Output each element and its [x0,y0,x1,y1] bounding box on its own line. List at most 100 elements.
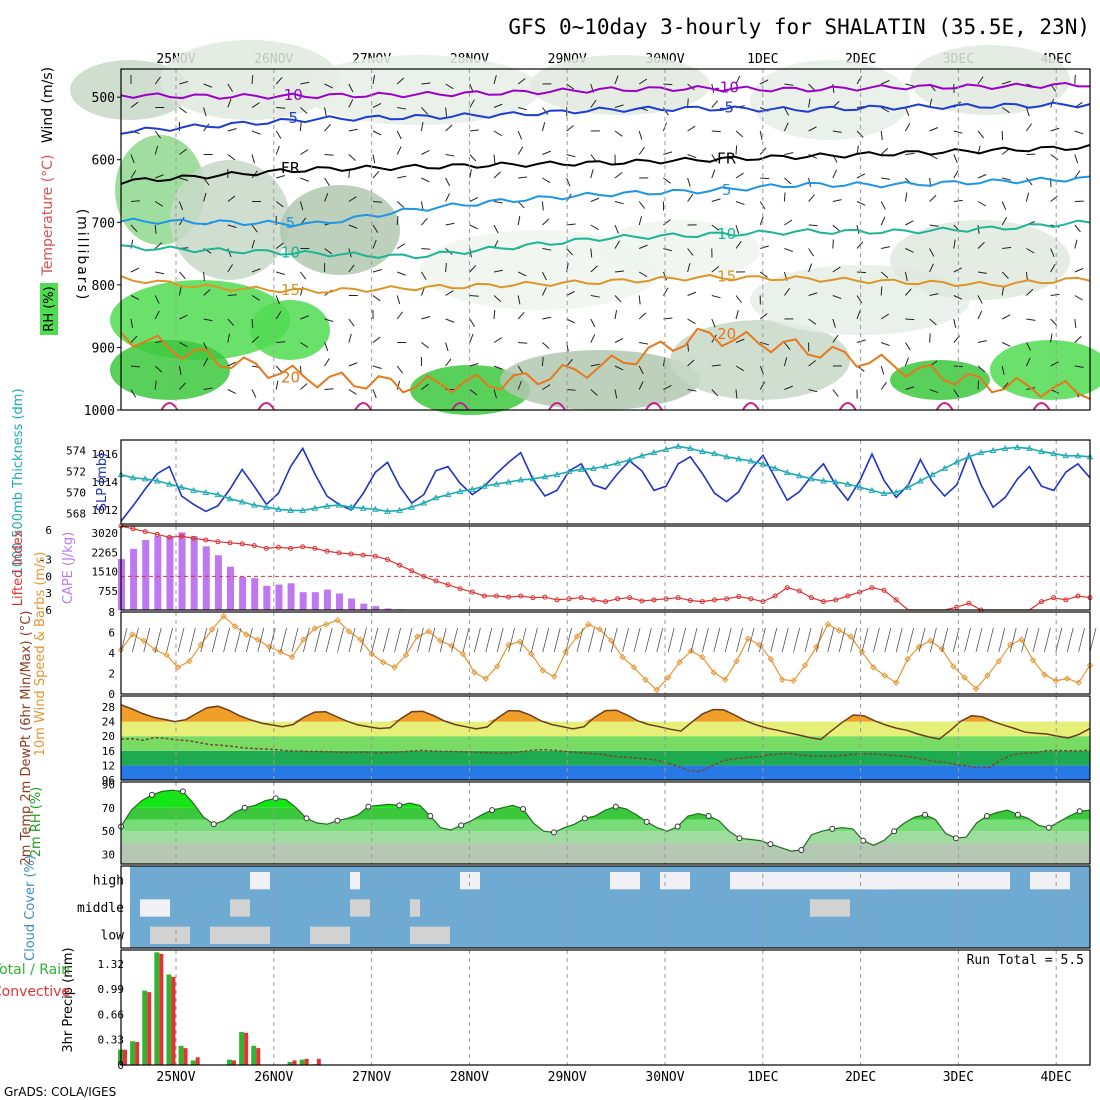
thickness-marker [396,506,403,513]
wind-barb [154,224,157,235]
wind-barb [154,380,157,390]
wind-speed-marker [585,621,592,628]
rh-marker [891,828,898,835]
li-marker [384,557,390,563]
thickness-marker [129,474,137,481]
wind-barb [1050,293,1060,296]
isotherm-label-15: 15 [281,281,300,299]
wind-barb [324,388,334,390]
wind-barb [275,311,282,320]
wind-barb [663,177,671,184]
wind-barb [1025,271,1028,281]
rh-marker [520,805,527,812]
li-marker [324,548,330,554]
wind-barb [154,76,162,85]
wind-speed-marker [277,648,284,656]
wind-barb [300,383,308,390]
isotherm-20 [120,327,1091,400]
surface-wind-barb [873,627,880,653]
wind-barb [493,130,502,137]
li-marker [736,594,742,600]
wind-barb [904,342,911,351]
wind-barb [687,389,697,392]
surface-wind-barb [189,627,196,653]
wind-barb [493,224,499,234]
wind-barb [614,270,625,273]
wind-barb [663,83,673,86]
surface-wind-barb [428,627,436,653]
wind-barb [590,197,600,202]
surface-wind-barb [975,627,983,653]
slp-tick-1016: 1016 [92,448,119,461]
wind-barb [300,342,309,348]
wind-barb [953,154,958,163]
li-marker [651,597,657,603]
wind-barb [372,365,382,369]
wind-barb [904,122,911,132]
rh-shade-5 [910,45,1070,115]
wind-barb [735,240,742,249]
wind-barb [445,318,455,323]
rh-marker [427,812,434,819]
wind-barb [493,365,503,370]
thickness-marker [190,486,198,493]
wind-barb [154,242,163,249]
wind-axis-label: Wind (m/s) [40,67,56,143]
wind-speed-marker [995,657,1003,665]
wind-barb [493,269,503,273]
wind-barb [953,318,957,328]
wind-speed-marker [562,648,569,656]
wind-barb [784,342,791,350]
wind-barb [977,224,980,234]
wind-barb [469,333,474,343]
wind-barb [566,248,574,256]
wind-barb [687,125,696,132]
surface-wind-barb [770,627,778,653]
wind-speed-marker [254,636,262,643]
surface-wind-barb [804,627,812,653]
cape-panel-frame [120,525,1091,611]
wind-barb [1025,342,1032,351]
wind-barb [517,130,523,140]
li-marker [578,595,584,601]
wind-barb [179,81,189,85]
wind-barb [929,318,937,326]
wind-barb [203,177,210,186]
thickness-marker [1001,444,1009,451]
surface-wind-barb [531,627,538,653]
li-marker [130,526,136,532]
temp-tick-24: 24 [102,716,116,729]
bottom-day-label-2: 27NOV [352,1070,391,1085]
cloud-block-17 [310,926,350,944]
isotherm-5 [120,175,1091,228]
thickness-marker [481,482,488,489]
wind-tick-6: 6 [108,627,115,640]
wind-barb [275,380,279,390]
wind-speed-marker [630,664,638,671]
wind-speed-marker [368,650,376,658]
li-marker [796,588,802,594]
wind-barb [662,287,669,296]
wind-barb [1001,342,1011,347]
thickness-marker [153,477,161,484]
surface-wind-barb [143,627,151,653]
surface-wind-barb [394,627,401,653]
wind-barb [929,127,939,132]
pressure-tick-600: 600 [92,154,115,169]
wind-barb [421,82,431,85]
wind-barb [155,271,165,275]
wind-barb [929,248,935,257]
surface-wind-barb [1089,627,1097,653]
surface-wind-barb [941,627,949,653]
li-tick-3: 3 [45,587,52,600]
li-tick--3: -3 [39,554,52,567]
rh-shade-1 [160,40,340,120]
wind-speed-marker [847,633,854,640]
wind-barb [276,107,286,109]
wind-barb [348,318,355,327]
thickness-marker [141,475,149,482]
rh-marker [952,835,959,842]
wind-barb [275,130,282,139]
wind-barb [276,341,286,343]
wind-barb [1001,216,1008,226]
